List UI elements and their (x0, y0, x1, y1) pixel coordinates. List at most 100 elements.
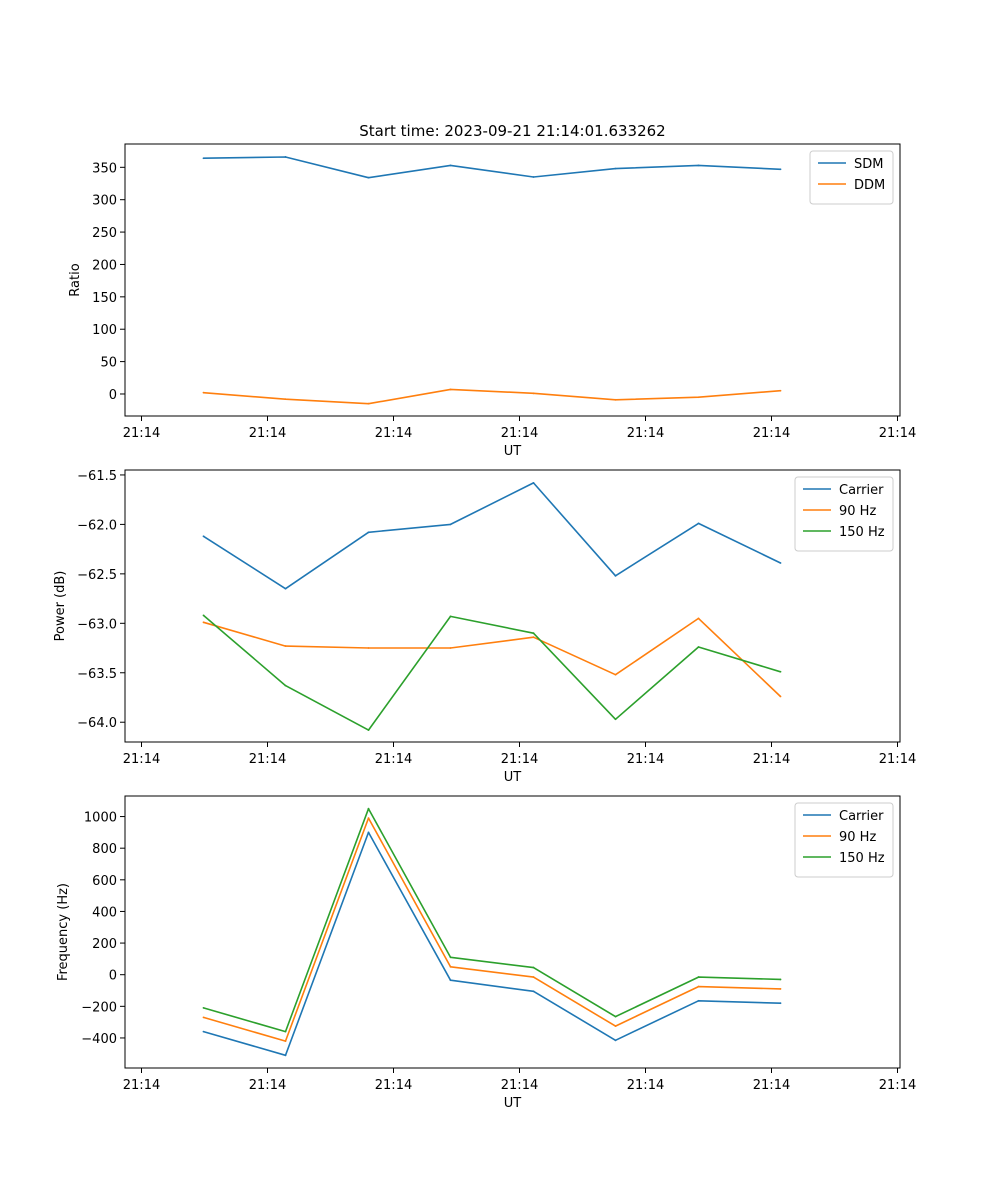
x-tick-label: 21:14 (879, 1078, 916, 1093)
x-tick-label: 21:14 (375, 426, 412, 441)
series-line-carrier (203, 831, 781, 1057)
data-point-carrier (532, 990, 535, 993)
data-point-carrier (202, 1030, 205, 1033)
x-tick-label: 21:14 (123, 426, 160, 441)
data-point-90-hz (614, 1025, 617, 1027)
x-tick-label: 21:14 (753, 752, 790, 767)
figure-title: Start time: 2023-09-21 21:14:01.633262 (359, 122, 665, 140)
series-line-sdm (203, 156, 781, 179)
y-axis-label: Power (dB) (53, 571, 68, 642)
data-point-150-hz (367, 807, 370, 810)
x-tick-label: 21:14 (627, 426, 664, 441)
x-axis-label: UT (504, 444, 522, 459)
y-tick-label: 50 (100, 356, 117, 371)
data-point-carrier (367, 831, 370, 834)
y-tick-label: 350 (92, 161, 117, 176)
axes-frame (124, 795, 901, 1069)
x-tick-label: 21:14 (249, 426, 286, 441)
data-point-carrier (614, 574, 617, 577)
data-point-150-hz (367, 729, 370, 732)
data-point-90-hz (367, 817, 370, 820)
data-point-90-hz (202, 1016, 205, 1019)
y-tick-label: 250 (92, 226, 117, 241)
data-point-90-hz (367, 647, 370, 649)
data-point-90-hz (697, 985, 700, 988)
data-point-90-hz (202, 621, 205, 624)
legend: Carrier 90 Hz 150 Hz (794, 476, 894, 552)
x-tick-label: 21:14 (375, 752, 412, 767)
x-tick-label: 21:14 (879, 426, 916, 441)
x-axis-label: UT (504, 1096, 522, 1111)
panel-2: −64.0 −63.5 −63.0 −62.5 −62.0 −61.5 21:14 21:14… (53, 469, 916, 785)
y-tick-label: 1000 (84, 811, 117, 826)
series-line-90-hz (203, 617, 782, 698)
y-tick-label: 100 (92, 323, 117, 338)
data-point-carrier (779, 1002, 782, 1005)
legend-label: DDM (854, 178, 885, 193)
data-point-carrier (284, 587, 287, 590)
series-line-ddm (203, 388, 781, 405)
data-point-150-hz (284, 684, 287, 687)
legend-label: 150 Hz (839, 851, 885, 866)
data-point-150-hz (202, 614, 205, 617)
data-point-90-hz (614, 673, 617, 676)
data-point-90-hz (532, 976, 535, 978)
data-point-sdm (614, 167, 617, 170)
x-tick-label: 21:14 (879, 752, 916, 767)
x-tick-label: 21:14 (753, 426, 790, 441)
y-tick-label: 200 (92, 937, 117, 952)
data-point-90-hz (449, 647, 452, 649)
x-tick-label: 21:14 (627, 1078, 664, 1093)
y-tick-label: −61.5 (77, 469, 117, 484)
legend-box (794, 476, 894, 552)
x-tick-label: 21:14 (627, 752, 664, 767)
data-point-150-hz (449, 956, 452, 959)
data-point-carrier (532, 481, 535, 484)
y-tick-label: −63.5 (77, 667, 117, 682)
data-point-ddm (779, 389, 782, 392)
y-tick-label: 0 (109, 969, 117, 984)
y-tick-label: −64.0 (77, 716, 117, 731)
data-point-150-hz (532, 966, 535, 969)
x-tick-label: 21:14 (375, 1078, 412, 1093)
y-tick-label: −63.0 (77, 617, 117, 632)
legend-label: Carrier (839, 809, 884, 824)
data-point-ddm (697, 396, 700, 399)
data-point-carrier (779, 562, 782, 564)
x-tick-label: 21:14 (123, 752, 160, 767)
y-tick-label: −400 (81, 1032, 117, 1047)
data-point-carrier (697, 522, 700, 525)
data-point-150-hz (779, 670, 782, 673)
data-point-sdm (367, 176, 370, 179)
data-point-sdm (532, 176, 535, 178)
x-tick-label: 21:14 (501, 752, 538, 767)
data-point-90-hz (284, 1040, 287, 1043)
y-tick-label: 200 (92, 258, 117, 273)
x-tick-label: 21:14 (249, 752, 286, 767)
data-point-ddm (614, 398, 617, 401)
data-point-carrier (202, 535, 205, 538)
series-line-90-hz (203, 817, 781, 1042)
data-point-sdm (779, 168, 782, 171)
data-point-sdm (202, 157, 205, 160)
data-point-sdm (284, 156, 287, 158)
data-point-carrier (284, 1054, 287, 1057)
data-point-carrier (367, 531, 370, 534)
y-tick-label: 0 (109, 388, 117, 403)
data-point-90-hz (449, 965, 452, 968)
y-axis-label: Ratio (68, 263, 83, 296)
series-line-150-hz (202, 614, 781, 731)
data-point-90-hz (532, 636, 535, 639)
x-axis-label: UT (504, 770, 522, 785)
data-point-sdm (449, 164, 452, 167)
data-point-ddm (449, 388, 452, 391)
data-point-150-hz (202, 1007, 205, 1009)
x-tick-label: 21:14 (501, 1078, 538, 1093)
data-point-ddm (284, 398, 287, 401)
data-point-150-hz (532, 632, 535, 635)
legend-label: Carrier (839, 483, 884, 498)
data-point-carrier (614, 1039, 617, 1042)
legend-label: 150 Hz (839, 525, 885, 540)
data-point-ddm (367, 402, 370, 405)
